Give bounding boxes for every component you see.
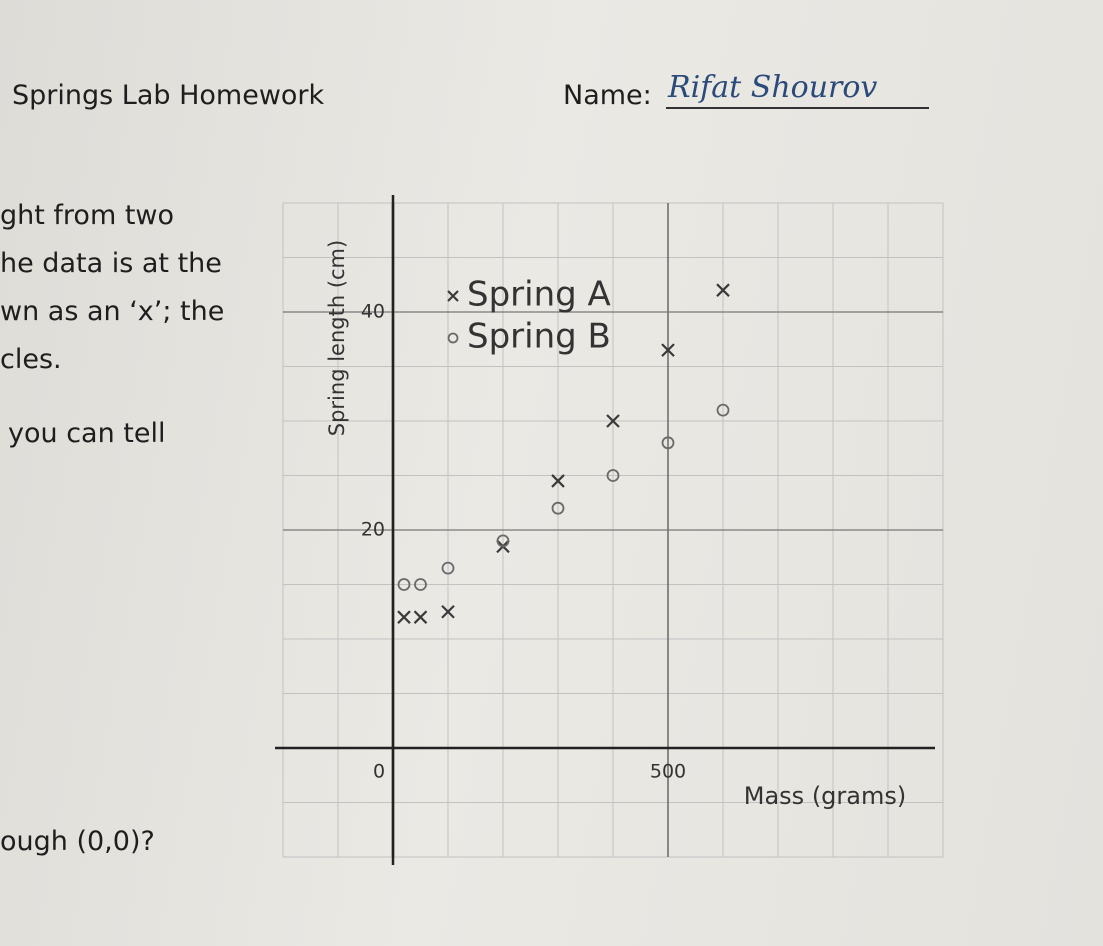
data-point [716,283,730,297]
data-point [441,561,455,575]
x-axis-label: Mass (grams) [744,782,906,810]
data-point [716,403,730,417]
data-point [397,578,411,591]
name-label: Name: [563,80,652,111]
data-point [551,474,565,488]
y-axis-label: Spring length (cm) [325,240,349,436]
x-tick-label: 500 [650,761,686,783]
legend-label: Spring A [467,275,611,315]
data-point [441,604,455,619]
data-point [414,578,427,591]
data-point [397,610,411,624]
data-point [661,343,675,357]
body-line: he data is at the [0,248,222,279]
data-point [606,414,620,428]
body-line: ough (0,0)? [0,826,155,857]
y-tick-label: 40 [361,301,385,323]
legend-label: Spring B [467,317,611,357]
x-tick-label: 0 [373,761,385,783]
data-point [551,501,565,515]
body-line: ght from two [0,200,175,231]
legend-marker [447,332,459,344]
body-line: wn as an ‘x’; the [0,296,225,327]
data-point [496,534,510,548]
body-line: you can tell [8,418,166,449]
body-line: cles. [0,344,62,375]
data-point [413,610,428,624]
data-point [606,469,620,482]
data-point [661,436,675,450]
name-value: Rifat Shourov [666,70,929,109]
y-tick-label: 20 [361,519,385,541]
title: Springs Lab Homework [12,80,325,111]
legend-marker [447,290,459,302]
